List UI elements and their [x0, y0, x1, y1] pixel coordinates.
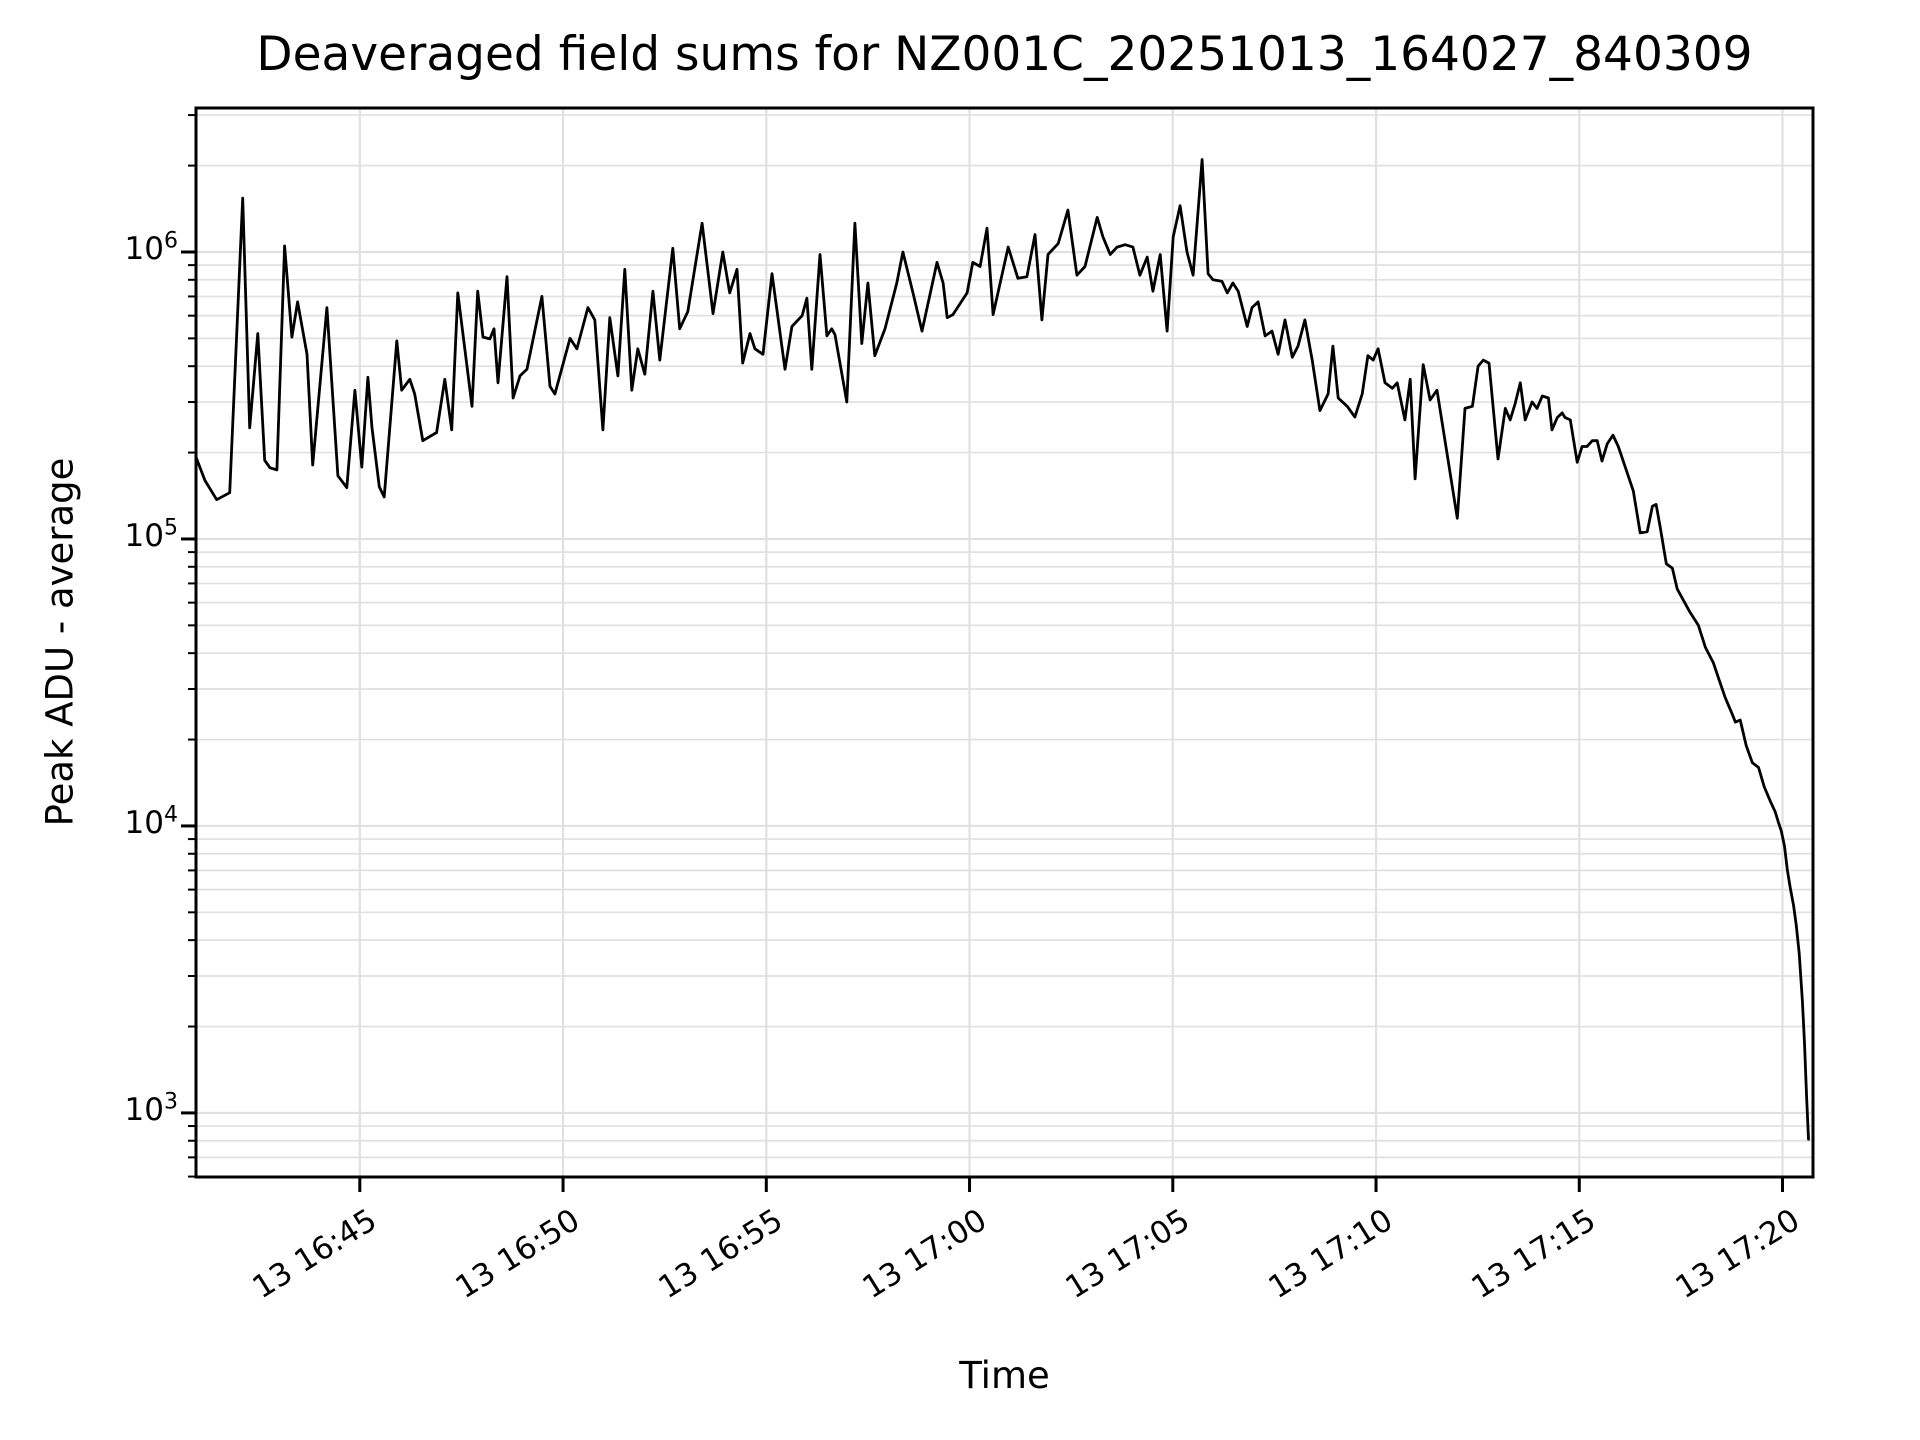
y-tick-exponent: 4	[164, 802, 178, 828]
y-tick-label: 105	[124, 515, 178, 554]
y-tick-label: 104	[124, 802, 178, 841]
y-axis-label: Peak ADU - average	[38, 457, 82, 827]
x-axis-label: Time	[959, 1354, 1050, 1397]
data-line	[194, 158, 1810, 1141]
y-tick-exponent: 3	[164, 1089, 178, 1115]
y-tick-exponent: 6	[164, 228, 178, 254]
vertical-gridlines	[358, 108, 1784, 1177]
axis-tick-marks	[181, 114, 1785, 1192]
chart-title: Deaveraged field sums for NZ001C_2025101…	[256, 27, 1753, 82]
axes-spines	[194, 106, 1815, 1179]
y-tick-label: 106	[124, 228, 178, 267]
y-tick-exponent: 5	[164, 515, 178, 541]
minor-gridlines	[196, 114, 1813, 1178]
major-gridlines	[196, 250, 1813, 1115]
y-tick-label: 103	[124, 1089, 178, 1128]
